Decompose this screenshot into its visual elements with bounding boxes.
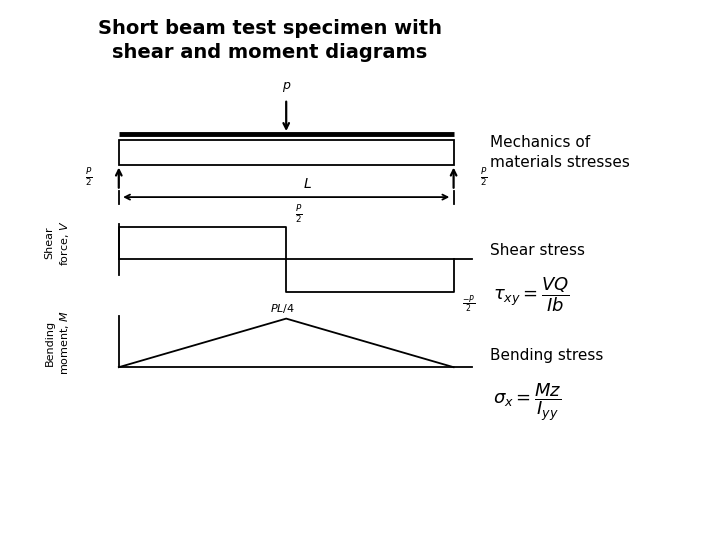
Text: $\frac{P}{2}$: $\frac{P}{2}$ (295, 202, 302, 225)
Text: $\sigma_x = \dfrac{Mz}{I_{yy}}$: $\sigma_x = \dfrac{Mz}{I_{yy}}$ (493, 381, 562, 423)
Text: Mechanics of
materials stresses: Mechanics of materials stresses (490, 135, 629, 171)
Text: $\frac{P}{2}$: $\frac{P}{2}$ (85, 166, 92, 187)
Text: Short beam test specimen with
shear and moment diagrams: Short beam test specimen with shear and … (98, 19, 442, 62)
Text: $p$: $p$ (282, 80, 291, 94)
Text: $\frac{P}{2}$: $\frac{P}{2}$ (480, 166, 487, 187)
Bar (119, 140, 454, 165)
Text: $\tau_{xy} = \dfrac{VQ}{Ib}$: $\tau_{xy} = \dfrac{VQ}{Ib}$ (493, 275, 570, 314)
Text: $L$: $L$ (303, 177, 312, 191)
Text: Shear
force, $V$: Shear force, $V$ (45, 220, 71, 266)
Text: Bending stress: Bending stress (490, 348, 603, 363)
Text: Bending
moment, $M$: Bending moment, $M$ (45, 310, 71, 375)
Text: Shear stress: Shear stress (490, 243, 585, 258)
Text: $\frac{-P}{2}$: $\frac{-P}{2}$ (462, 293, 475, 315)
Text: $PL/4$: $PL/4$ (270, 302, 295, 315)
